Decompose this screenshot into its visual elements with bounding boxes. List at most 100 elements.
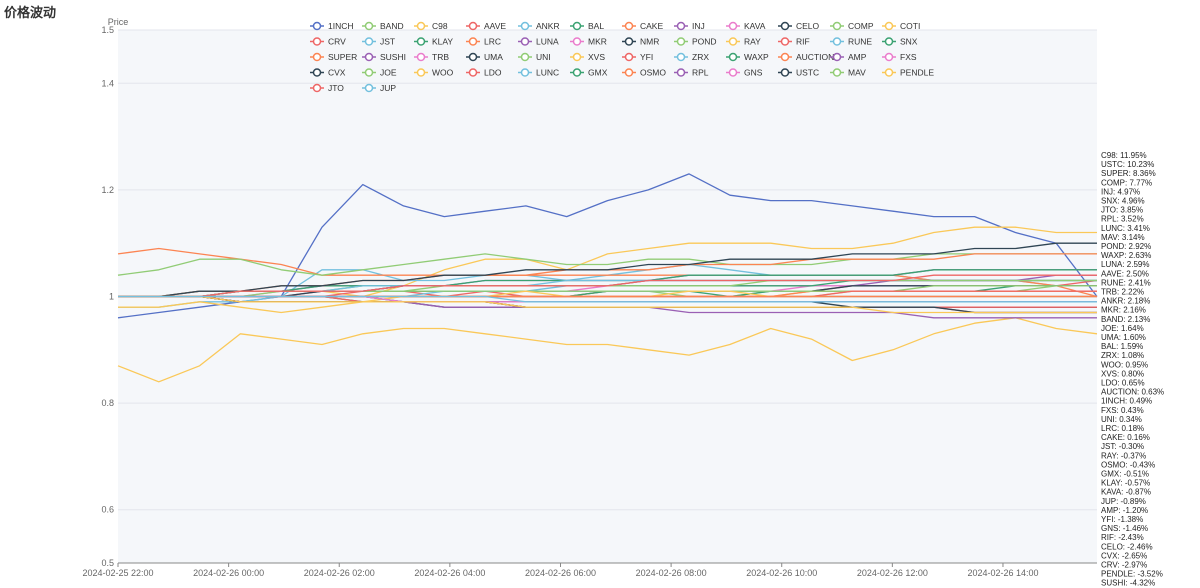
legend-item-gmx[interactable]: GMX	[570, 68, 608, 78]
legend-item-ankr[interactable]: ANKR	[518, 21, 560, 31]
legend-item-rune[interactable]: RUNE	[830, 37, 872, 47]
legend-item-lrc[interactable]: LRC	[466, 37, 501, 47]
end-label: RAY: -0.37%	[1101, 451, 1146, 460]
legend-item-trb[interactable]: TRB	[414, 52, 449, 62]
legend-item-zrx[interactable]: ZRX	[674, 52, 709, 62]
end-label: SUSHI: -4.32%	[1101, 579, 1155, 588]
legend-item-kava[interactable]: KAVA	[726, 21, 766, 31]
legend-item-super[interactable]: SUPER	[310, 52, 357, 62]
end-label: ZRX: 1.08%	[1101, 351, 1144, 360]
legend-label: RPL	[692, 68, 709, 78]
legend-label: FXS	[900, 52, 917, 62]
legend-swatch-dot	[312, 37, 322, 46]
end-label: AAVE: 2.50%	[1101, 269, 1149, 278]
legend-label: GMX	[588, 68, 608, 78]
legend-swatch-dot	[728, 52, 738, 62]
legend-swatch-dot	[832, 21, 842, 31]
end-label: RUNE: 2.41%	[1101, 278, 1151, 287]
legend-label: KAVA	[744, 21, 766, 31]
legend-swatch-dot	[416, 37, 426, 46]
legend-item-aave[interactable]: AAVE	[466, 21, 506, 31]
legend-swatch-dot	[676, 52, 686, 62]
legend-item-fxs[interactable]: FXS	[882, 52, 917, 62]
legend-label: UNI	[536, 52, 551, 62]
legend-item-jup[interactable]: JUP	[362, 83, 396, 93]
legend-item-mav[interactable]: MAV	[830, 68, 866, 78]
legend-item-bal[interactable]: BAL	[570, 21, 604, 31]
legend-item-cvx[interactable]: CVX	[310, 68, 346, 78]
legend-item-1inch[interactable]: 1INCH	[310, 21, 354, 31]
y-tick-label: 0.5	[101, 558, 114, 568]
legend-item-waxp[interactable]: WAXP	[726, 52, 769, 62]
legend-label: MKR	[588, 37, 607, 47]
legend-item-uni[interactable]: UNI	[518, 52, 551, 62]
legend-item-joe[interactable]: JOE	[362, 68, 397, 78]
legend-label: LRC	[484, 37, 501, 47]
legend-item-uma[interactable]: UMA	[466, 52, 503, 62]
legend-item-rif[interactable]: RIF	[778, 37, 810, 47]
x-tick-label: 2024-02-26 00:00	[193, 568, 264, 578]
legend-item-klay[interactable]: KLAY	[414, 37, 453, 47]
end-labels: C98: 11.95%USTC: 10.23%SUPER: 8.36%COMP:…	[1101, 151, 1164, 588]
end-label: OSMO: -0.43%	[1101, 460, 1155, 469]
y-tick-label: 0.8	[101, 398, 114, 408]
series-layer	[117, 173, 1098, 383]
legend-label: LUNA	[536, 37, 559, 47]
legend-item-gns[interactable]: GNS	[726, 68, 763, 78]
legend-item-auction[interactable]: AUCTION	[778, 52, 834, 62]
legend-swatch-dot	[728, 68, 738, 77]
legend-item-rpl[interactable]: RPL	[674, 68, 709, 78]
end-label: GNS: -1.46%	[1101, 524, 1148, 533]
legend-item-osmo[interactable]: OSMO	[622, 68, 666, 78]
legend[interactable]: 1INCH BAND C98 AAVE ANKR BAL CAKE INJ KAVA CELO CO…	[310, 21, 934, 93]
end-label: ANKR: 2.18%	[1101, 297, 1150, 306]
legend-swatch-dot	[312, 68, 322, 77]
legend-item-yfi[interactable]: YFI	[622, 52, 653, 62]
legend-item-band[interactable]: BAND	[362, 21, 404, 31]
legend-item-amp[interactable]: AMP	[830, 52, 867, 62]
legend-item-pendle[interactable]: PENDLE	[882, 68, 934, 78]
legend-label: POND	[692, 37, 717, 47]
end-label: LDO: 0.65%	[1101, 379, 1145, 388]
legend-swatch-dot	[520, 37, 530, 46]
end-label: MKR: 2.16%	[1101, 306, 1146, 315]
legend-item-lunc[interactable]: LUNC	[518, 68, 559, 78]
series-line-jto	[118, 274, 1097, 298]
legend-item-nmr[interactable]: NMR	[622, 37, 659, 47]
end-label: LUNA: 2.59%	[1101, 260, 1149, 269]
legend-swatch-dot	[884, 37, 894, 46]
x-tick-label: 2024-02-26 14:00	[967, 568, 1038, 578]
end-label: JUP: -0.89%	[1101, 497, 1146, 506]
legend-item-c98[interactable]: C98	[414, 21, 448, 31]
legend-swatch-dot	[884, 21, 894, 31]
legend-label: CAKE	[640, 21, 663, 31]
legend-label: SUPER	[328, 52, 357, 62]
legend-swatch-dot	[572, 37, 582, 46]
legend-item-pond[interactable]: POND	[674, 37, 717, 47]
legend-item-inj[interactable]: INJ	[674, 21, 705, 31]
end-label: USTC: 10.23%	[1101, 160, 1154, 169]
legend-item-sushi[interactable]: SUSHI	[362, 52, 406, 62]
legend-item-ray[interactable]: RAY	[726, 37, 761, 47]
legend-item-xvs[interactable]: XVS	[570, 52, 605, 62]
end-label: XVS: 0.80%	[1101, 369, 1144, 378]
legend-item-woo[interactable]: WOO	[414, 68, 454, 78]
legend-item-comp[interactable]: COMP	[830, 21, 874, 31]
legend-item-cake[interactable]: CAKE	[622, 21, 663, 31]
legend-swatch-dot	[364, 68, 374, 77]
legend-item-jst[interactable]: JST	[362, 37, 395, 47]
legend-item-ldo[interactable]: LDO	[466, 68, 502, 78]
legend-label: COTI	[900, 21, 920, 31]
series-line-coti	[117, 317, 1098, 383]
legend-item-celo[interactable]: CELO	[778, 21, 820, 31]
legend-item-ustc[interactable]: USTC	[778, 68, 819, 78]
x-tick-label: 2024-02-25 22:00	[82, 568, 153, 578]
legend-item-coti[interactable]: COTI	[882, 21, 920, 31]
legend-item-luna[interactable]: LUNA	[518, 37, 559, 47]
legend-item-snx[interactable]: SNX	[882, 37, 918, 47]
legend-item-crv[interactable]: CRV	[310, 37, 346, 47]
end-label: KLAY: -0.57%	[1101, 479, 1150, 488]
legend-item-mkr[interactable]: MKR	[570, 37, 607, 47]
series-line-ustc	[118, 242, 1097, 298]
legend-item-jto[interactable]: JTO	[310, 83, 344, 93]
